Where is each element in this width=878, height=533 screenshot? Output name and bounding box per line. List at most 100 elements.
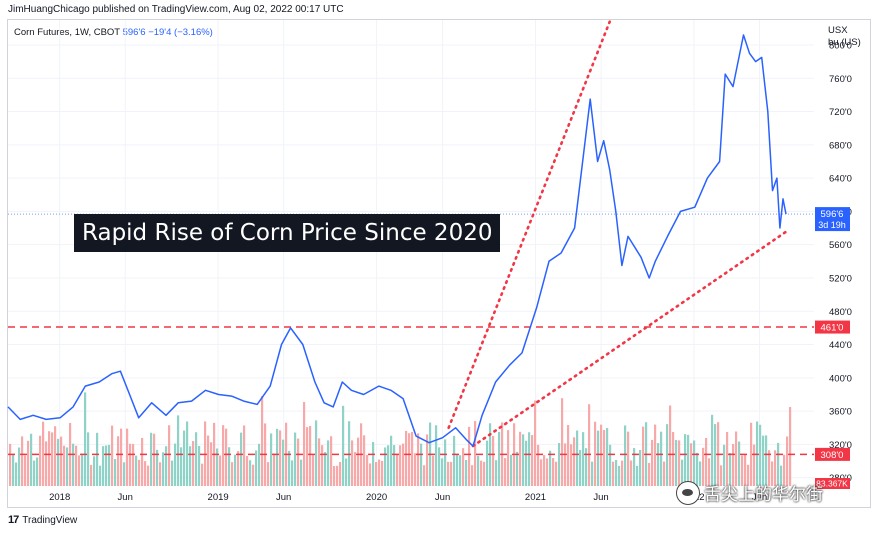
volume-bar bbox=[630, 460, 633, 486]
volume-bar bbox=[294, 432, 297, 486]
volume-bar bbox=[114, 459, 117, 486]
volume-bar bbox=[624, 425, 627, 486]
volume-bar bbox=[330, 436, 333, 486]
volume-bar bbox=[564, 443, 567, 486]
y-tick-label: 680'0 bbox=[829, 140, 852, 151]
volume-bar bbox=[384, 447, 387, 486]
volume-bar bbox=[588, 404, 591, 486]
y-tick-label: 400'0 bbox=[829, 373, 852, 384]
volume-bar bbox=[171, 460, 174, 486]
level-label: 461'0 bbox=[821, 323, 844, 334]
volume-bar bbox=[405, 430, 408, 486]
volume-bar bbox=[753, 444, 756, 486]
volume-bar bbox=[723, 444, 726, 486]
volume-bar bbox=[612, 461, 615, 486]
volume-bar bbox=[195, 432, 198, 486]
volume-bar bbox=[231, 462, 234, 486]
wechat-icon bbox=[676, 480, 700, 505]
volume-bar bbox=[672, 432, 675, 486]
volume-bar bbox=[258, 443, 261, 486]
volume-bar bbox=[288, 450, 291, 486]
volume-bar bbox=[486, 440, 489, 486]
y-tick-label: 760'0 bbox=[829, 74, 852, 85]
trend-line bbox=[471, 228, 791, 448]
volume-bar bbox=[417, 433, 420, 486]
volume-bar bbox=[345, 458, 348, 486]
volume-bar bbox=[540, 459, 543, 486]
volume-bar bbox=[99, 465, 102, 486]
volume-bar bbox=[315, 420, 318, 486]
volume-bar bbox=[9, 443, 12, 486]
volume-bar bbox=[156, 449, 159, 486]
volume-bar bbox=[660, 431, 663, 486]
volume-bar bbox=[246, 455, 249, 486]
volume-bar bbox=[153, 433, 156, 486]
volume-bar bbox=[549, 450, 552, 486]
volume-bar bbox=[240, 432, 243, 486]
volume-bar bbox=[411, 431, 414, 486]
volume-bar bbox=[216, 448, 219, 486]
volume-bar bbox=[93, 456, 96, 486]
x-tick-label: 2019 bbox=[208, 492, 229, 503]
volume-bar bbox=[375, 461, 378, 486]
volume-bar bbox=[537, 444, 540, 486]
volume-bar bbox=[180, 447, 183, 486]
volume-bar bbox=[603, 430, 606, 486]
volume-bar bbox=[333, 465, 336, 486]
volume-bar bbox=[159, 462, 162, 486]
volume-bar bbox=[132, 444, 135, 486]
level-label-bg bbox=[815, 447, 850, 461]
volume-bar bbox=[582, 432, 585, 486]
volume-bar bbox=[102, 446, 105, 486]
tradingview-icon: 17 bbox=[8, 514, 19, 526]
volume-bar bbox=[48, 431, 51, 486]
volume-bar bbox=[27, 440, 30, 486]
tradingview-logo[interactable]: 17 TradingView bbox=[8, 514, 77, 526]
volume-bar bbox=[432, 455, 435, 486]
volume-bar bbox=[507, 430, 510, 486]
volume-bar bbox=[108, 444, 111, 486]
volume-bar bbox=[477, 455, 480, 486]
volume-bar bbox=[423, 465, 426, 486]
volume-bar bbox=[726, 431, 729, 486]
volume-bar bbox=[699, 461, 702, 486]
y-tick-label: 640'0 bbox=[829, 174, 852, 185]
volume-bar bbox=[24, 455, 27, 486]
volume-bar bbox=[681, 459, 684, 486]
volume-bar bbox=[174, 443, 177, 486]
volume-bar bbox=[36, 457, 39, 486]
volume-bar bbox=[528, 432, 531, 486]
volume-bar bbox=[306, 427, 309, 486]
volume-bar bbox=[366, 454, 369, 486]
volume-bar bbox=[165, 446, 168, 486]
volume-bar bbox=[168, 425, 171, 486]
volume-bar bbox=[609, 444, 612, 486]
volume-bar bbox=[642, 426, 645, 486]
volume-bar bbox=[765, 435, 768, 486]
chart-frame[interactable] bbox=[7, 19, 871, 508]
volume-bar bbox=[300, 459, 303, 486]
volume-bar bbox=[453, 435, 456, 486]
volume-bar bbox=[504, 458, 507, 486]
volume-bar bbox=[708, 458, 711, 486]
x-tick-label: Jun bbox=[435, 492, 450, 503]
volume-bar bbox=[762, 435, 765, 486]
trend-line bbox=[447, 20, 612, 430]
volume-bar bbox=[459, 455, 462, 486]
axis-unit-header: USX bu (US) bbox=[828, 25, 861, 49]
volume-bar bbox=[639, 449, 642, 486]
volume-bar bbox=[456, 454, 459, 486]
y-tick-label: 480'0 bbox=[829, 307, 852, 318]
volume-bar bbox=[675, 439, 678, 486]
volume-bar bbox=[327, 440, 330, 486]
volume-bar bbox=[516, 451, 519, 486]
volume-bar bbox=[474, 421, 477, 486]
tradingview-brand: TradingView bbox=[22, 514, 78, 526]
volume-bar bbox=[483, 461, 486, 486]
volume-bar bbox=[120, 428, 123, 486]
volume-bar bbox=[198, 446, 201, 486]
volume-bar bbox=[318, 438, 321, 486]
volume-bar bbox=[66, 447, 69, 486]
volume-bar bbox=[84, 392, 87, 486]
